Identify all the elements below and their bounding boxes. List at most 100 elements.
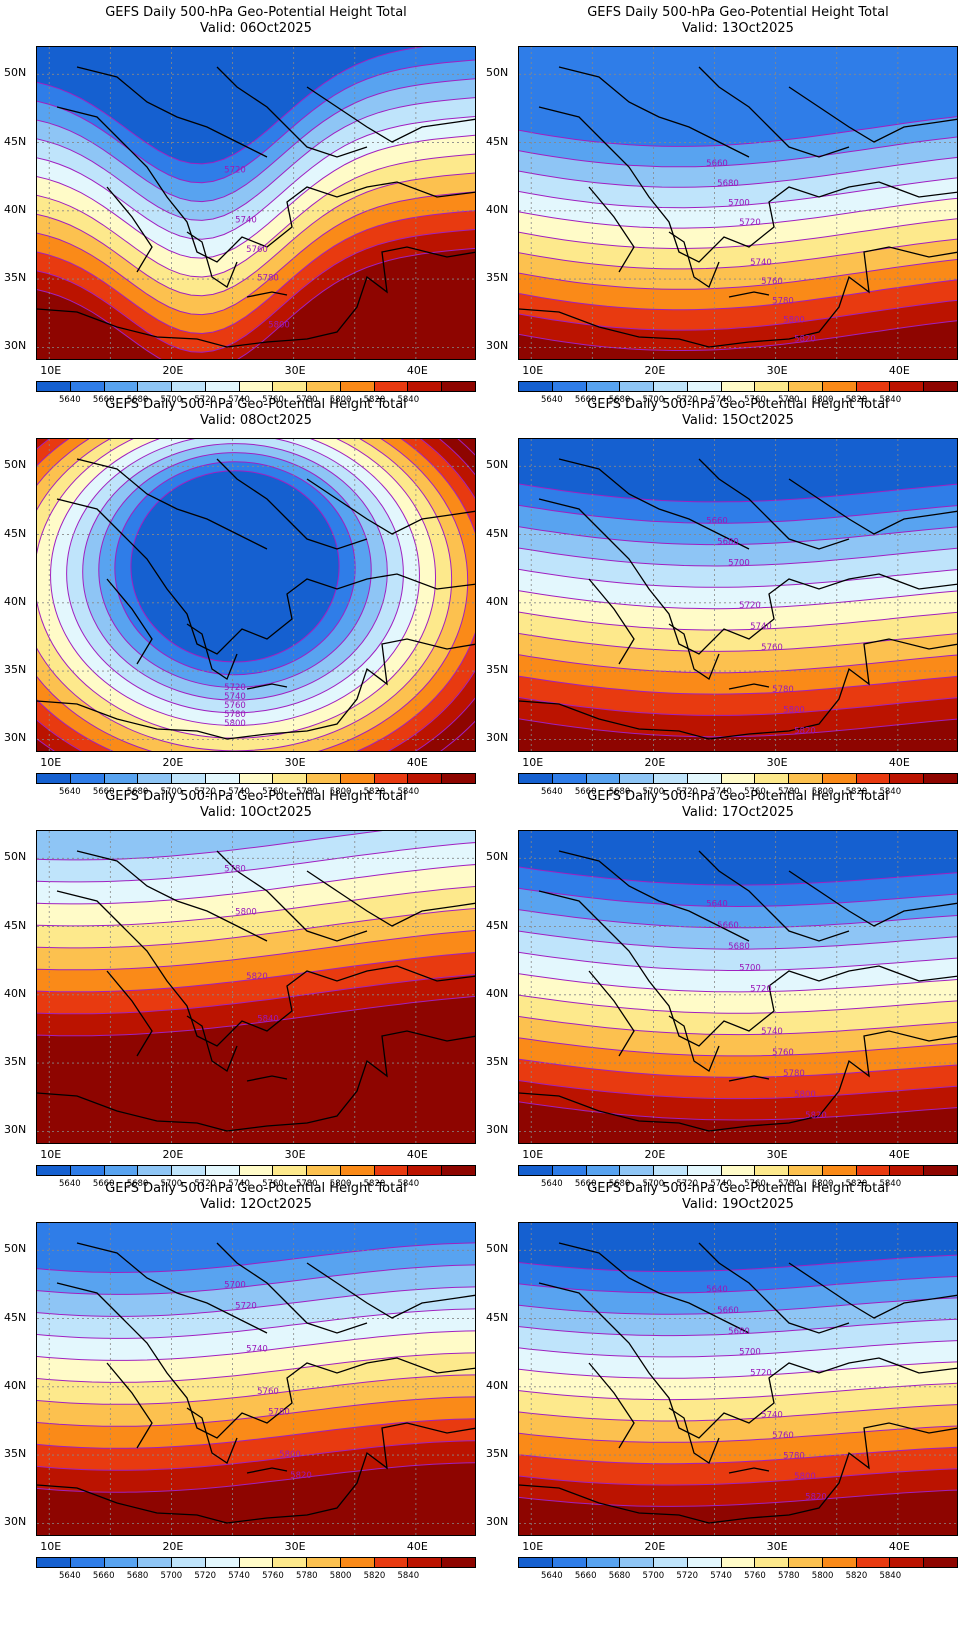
colorbar-swatch [687, 1166, 722, 1175]
colorbar-labels: 5640 5660 5680 5700 5720 5740 5760 5780 5800 5820… [36, 787, 476, 799]
colorbar-swatch [789, 382, 823, 391]
colorbar-label: 5840 [397, 395, 420, 405]
coastline-border [788, 870, 957, 927]
contour-line [519, 633, 957, 652]
colorbar-label: 5800 [329, 1571, 352, 1581]
colorbar-label: 5780 [295, 1571, 318, 1581]
coastline-border [558, 1242, 750, 1334]
colorbar-swatch [856, 774, 891, 783]
colorbar-swatch [755, 382, 790, 391]
colorbar-swatch [586, 1558, 621, 1567]
colorbar-swatch [239, 774, 274, 783]
contour-line [37, 1462, 475, 1493]
contour-label: 5760 [246, 245, 268, 255]
colorbar-swatch [519, 1166, 553, 1175]
colorbar-swatch [721, 774, 756, 783]
contour-label: 5780 [257, 273, 279, 283]
colorbar-swatch [586, 774, 621, 783]
coastline-border [76, 458, 268, 550]
coastline-border [56, 1282, 475, 1439]
colorbar-swatch [104, 1558, 139, 1567]
coastline-border [588, 970, 635, 1057]
band-fill [519, 320, 957, 359]
colorbar-label: 5820 [363, 395, 386, 405]
colorbar-label: 5700 [160, 395, 183, 405]
colorbar-swatch [408, 382, 443, 391]
colorbar-swatch [37, 774, 71, 783]
lon-tick-label: 40E [406, 756, 428, 769]
colorbar-label: 5800 [811, 1571, 834, 1581]
contour-line [37, 1396, 475, 1427]
contour-label: 5780 [783, 1069, 805, 1079]
coastline-border [186, 623, 238, 680]
panel-title: GEFS Daily 500-hPa Geo-Potential Height … [105, 1181, 407, 1196]
lat-tick-label: 30N [4, 1123, 27, 1137]
contour-label: 5740 [750, 622, 772, 632]
contour-label: 5740 [224, 692, 246, 702]
colorbar [36, 773, 476, 784]
colorbar-swatch [890, 1166, 925, 1175]
contour-line [519, 675, 957, 695]
contour-line [37, 1330, 475, 1361]
contour-line [37, 1242, 475, 1274]
contour-label: 5760 [257, 1387, 279, 1397]
lon-tick-label: 10E [522, 1148, 544, 1161]
coastline-border [698, 850, 850, 942]
contour-label: 5800 [224, 719, 246, 729]
contour-line [37, 210, 475, 335]
colorbar-label: 5740 [710, 1179, 732, 1189]
colorbar-label: 5820 [363, 1571, 386, 1581]
lat-tick-label: 45N [486, 918, 509, 932]
height-field-map: 5700 5720 5740 5760 5780 5800 5820 [36, 1222, 476, 1536]
colorbar-swatch [340, 1558, 375, 1567]
colorbar-label: 5820 [845, 1571, 868, 1581]
lat-tick-label: 50N [4, 850, 27, 864]
colorbar-label: 5640 [59, 395, 81, 405]
lon-tick-label: 10E [522, 756, 544, 769]
coastline-border [106, 186, 153, 273]
colorbar-label: 5780 [295, 787, 318, 797]
lat-tick-label: 35N [486, 271, 509, 285]
coastline-border [306, 86, 475, 143]
colorbar-swatch [138, 1558, 173, 1567]
contour-line [37, 47, 424, 165]
coastline-border [246, 1467, 288, 1474]
lat-tick-label: 45N [486, 526, 509, 540]
contour-label: 5840 [257, 1015, 279, 1025]
lat-tick-label: 35N [486, 1055, 509, 1069]
colorbar-swatch [374, 774, 409, 783]
panel-title: GEFS Daily 500-hPa Geo-Potential Height … [105, 5, 407, 20]
colorbar-swatch [789, 1166, 823, 1175]
colorbar-swatch [721, 382, 756, 391]
contour-label: 5820 [805, 1493, 827, 1503]
colorbar-swatch [340, 774, 375, 783]
lon-tick-label: 10E [40, 364, 62, 377]
panel-valid-date: Valid: 15Oct2025 [682, 413, 794, 428]
colorbar-swatch [239, 1166, 274, 1175]
lon-tick-label: 10E [40, 1540, 62, 1553]
colorbar-label: 5740 [228, 787, 250, 797]
coastline-border [246, 683, 288, 690]
coastline-border [728, 1075, 770, 1082]
contour-label: 5680 [717, 538, 739, 548]
colorbar-label: 5740 [228, 1571, 250, 1581]
lon-tick-label: 40E [406, 364, 428, 377]
colorbar-label: 5680 [126, 1571, 149, 1581]
contour-line [37, 885, 475, 927]
colorbar [36, 1165, 476, 1176]
lat-tick-label: 50N [486, 1242, 509, 1256]
contour-line [519, 611, 957, 631]
colorbar-swatch [822, 774, 857, 783]
coastline-border [106, 578, 153, 665]
colorbar-swatch [172, 774, 206, 783]
colorbar-swatch [172, 382, 206, 391]
colorbar-swatch [687, 382, 722, 391]
band-fill [37, 1462, 475, 1535]
contour-line [37, 1440, 475, 1471]
colorbar-label: 5820 [363, 787, 386, 797]
lon-tick-label: 20E [644, 756, 666, 769]
colorbar-label: 5720 [194, 395, 217, 405]
colorbar-label: 5760 [262, 1571, 284, 1581]
lon-tick-label: 10E [522, 364, 544, 377]
band-fill [130, 470, 340, 663]
